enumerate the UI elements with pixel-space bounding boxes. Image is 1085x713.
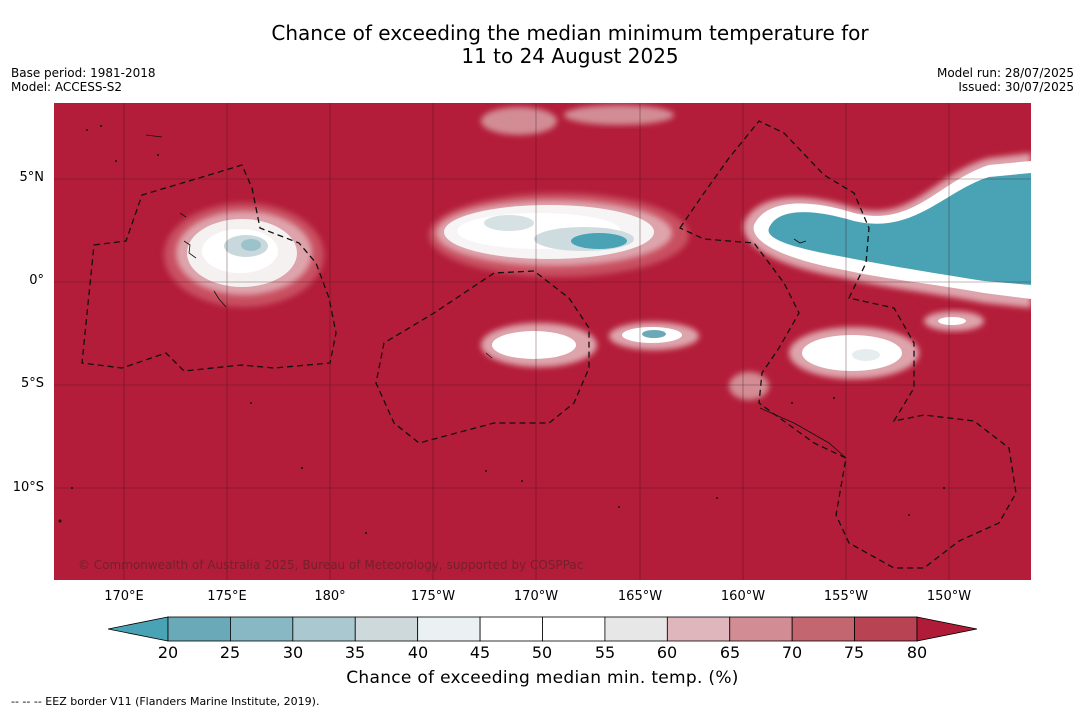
anomaly-patch-east [743, 153, 1031, 308]
colorbar-cell [167, 616, 231, 642]
islands [58, 125, 945, 534]
colorbar-cell [729, 616, 793, 642]
issued-date: Issued: 30/07/2025 [958, 80, 1074, 94]
lon-label-165w: 165°W [617, 589, 663, 604]
colorbar-tick: 30 [282, 643, 304, 662]
colorbar-tick: 35 [344, 643, 366, 662]
colorbar-cell [354, 616, 419, 642]
lon-label-160w: 160°W [720, 589, 766, 604]
lon-label-155w: 155°W [823, 589, 869, 604]
lon-label-150w: 150°W [926, 589, 972, 604]
eez-footnote: -- -- -- EEZ border V11 (Flanders Marine… [11, 695, 320, 708]
lon-label-180: 180° [314, 589, 346, 604]
model-info: Base period: 1981-2018 Model: ACCESS-S2 [11, 66, 156, 94]
model-name: Model: ACCESS-S2 [11, 80, 123, 94]
colorbar-cell [230, 616, 294, 642]
map-title: Chance of exceeding the median minimum t… [0, 22, 1085, 68]
colorbar-tick: 60 [656, 643, 678, 662]
title-line-2: 11 to 24 August 2025 [461, 44, 679, 68]
colorbar-tick: 50 [531, 643, 553, 662]
probability-map: © Commonwealth of Australia 2025, Bureau… [54, 103, 1031, 580]
base-period: Base period: 1981-2018 [11, 66, 156, 80]
title-line-1: Chance of exceeding the median minimum t… [271, 21, 869, 45]
colorbar [108, 616, 978, 642]
anomaly-patch-central [429, 193, 689, 277]
lon-label-170w: 170°W [513, 589, 559, 604]
lat-label-10s: 10°S [12, 480, 44, 495]
colorbar-cells [167, 616, 918, 642]
lat-label-5n: 5°N [19, 170, 45, 185]
colorbar-cell [791, 616, 855, 642]
colorbar-tick: 70 [781, 643, 803, 662]
copyright-notice: © Commonwealth of Australia 2025, Bureau… [78, 558, 584, 572]
colorbar-high-extension [916, 616, 978, 642]
colorbar-cell [417, 616, 481, 642]
anomaly-patch-west [164, 203, 324, 307]
colorbar-tick: 80 [906, 643, 928, 662]
colorbar-cell [604, 616, 668, 642]
lat-label-0: 0° [29, 273, 44, 288]
anomaly-patch-south [481, 105, 984, 400]
issue-info: Model run: 28/07/2025 Issued: 30/07/2025 [937, 66, 1074, 94]
eez-borders [81, 120, 1017, 569]
colorbar-cell [854, 616, 918, 642]
colorbar-tick: 45 [469, 643, 491, 662]
colorbar-tick: 75 [843, 643, 865, 662]
colorbar-tick: 40 [407, 643, 429, 662]
model-run-date: Model run: 28/07/2025 [936, 66, 1074, 80]
colorbar-cell [292, 616, 356, 642]
land-outlines [145, 134, 847, 459]
colorbar-cell [542, 616, 606, 642]
colorbar-tick: 25 [219, 643, 241, 662]
colorbar-cell [666, 616, 731, 642]
colorbar-tick: 55 [594, 643, 616, 662]
colorbar-low-extension [108, 616, 169, 642]
map-canvas [54, 103, 1031, 580]
colorbar-label: Chance of exceeding median min. temp. (%… [346, 668, 739, 688]
lon-label-175w: 175°W [410, 589, 456, 604]
colorbar-tick: 20 [157, 643, 179, 662]
colorbar-tick: 65 [719, 643, 741, 662]
lon-label-175e: 175°E [207, 589, 247, 604]
colorbar-cell [479, 616, 543, 642]
lon-label-170e: 170°E [104, 589, 144, 604]
lat-label-5s: 5°S [20, 376, 44, 391]
graticule [54, 103, 1031, 580]
